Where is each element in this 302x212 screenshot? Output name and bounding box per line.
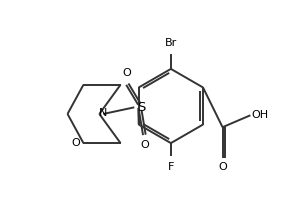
Text: F: F: [168, 162, 174, 172]
Text: O: O: [140, 140, 149, 151]
Text: OH: OH: [252, 110, 269, 120]
Text: N: N: [98, 108, 107, 119]
Text: Br: Br: [165, 38, 177, 48]
Text: O: O: [123, 68, 132, 78]
Text: S: S: [137, 101, 146, 114]
Text: O: O: [218, 162, 227, 172]
Text: O: O: [72, 138, 80, 148]
